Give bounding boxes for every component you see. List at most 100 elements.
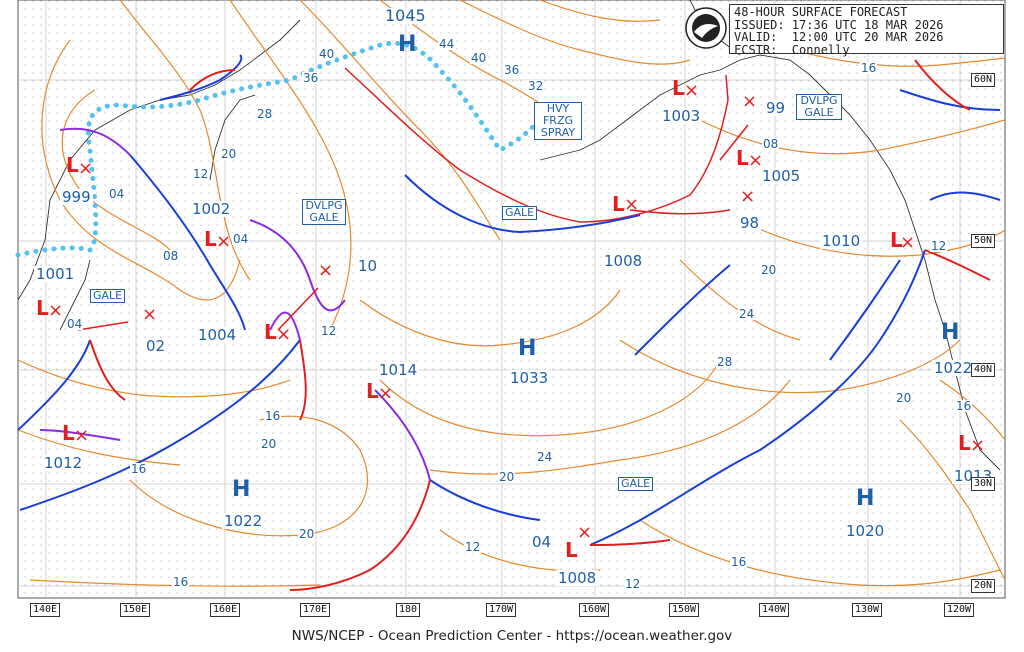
longitude-label: 130W	[852, 603, 883, 617]
longitude-label: 150E	[120, 603, 151, 617]
isobar-label: 40	[470, 51, 488, 65]
ice-accretion	[344, 67, 729, 223]
low-center-marker: L	[890, 228, 903, 252]
isobar-label: 32	[527, 79, 545, 93]
isobar-label: 12	[464, 540, 482, 554]
low-center-marker: L	[204, 227, 217, 251]
forecast-pressure: 98	[738, 214, 762, 232]
latitude-label: 60N	[971, 73, 996, 87]
isobar-label: 12	[192, 167, 210, 181]
longitude-label: 140E	[30, 603, 61, 617]
low-pressure-value: 1008	[602, 252, 645, 270]
isobar-label: 12	[930, 239, 948, 253]
header-forecaster: FCSTR: Connelly	[734, 42, 850, 57]
storm-tracks	[77, 124, 749, 331]
warning-label: GALE	[618, 477, 654, 491]
isobar-label: 24	[738, 307, 756, 321]
low-pressure-value: 1003	[660, 107, 703, 125]
low-pressure-value: 1002	[190, 200, 233, 218]
forecast-pressure: 99	[764, 99, 788, 117]
isobar-label: 04	[108, 187, 126, 201]
low-pressure-value: 1012	[42, 454, 85, 472]
isobar-label: 16	[730, 555, 748, 569]
isobar-label: 20	[895, 391, 913, 405]
isobar-label: 16	[172, 575, 190, 589]
isobar-label: 40	[318, 47, 336, 61]
isobar-label: 36	[503, 63, 521, 77]
low-center-marker: L	[366, 379, 379, 403]
high-center-marker: H	[941, 320, 960, 345]
ice-edge	[15, 40, 543, 258]
forecast-pressure: 04	[530, 533, 554, 551]
isobar-label: 28	[716, 355, 734, 369]
latitude-label: 30N	[971, 477, 996, 491]
low-center-marker: L	[36, 296, 49, 320]
warning-label: DVLPG GALE	[796, 94, 842, 120]
low-pressure-value: 1008	[556, 569, 599, 587]
isobar-label: 28	[256, 107, 274, 121]
high-center-marker: H	[856, 486, 875, 511]
isobar-label: 20	[220, 147, 238, 161]
footer-credit: NWS/NCEP - Ocean Prediction Center - htt…	[0, 624, 1024, 652]
isobar-label: 08	[162, 249, 180, 263]
header-title: 48-HOUR SURFACE FORECAST	[734, 5, 908, 19]
low-center-marker: L	[958, 431, 971, 455]
longitude-label: 160E	[210, 603, 241, 617]
low-pressure-value: 1014	[377, 361, 420, 379]
low-pressure-value: 999	[60, 188, 93, 206]
longitude-label: 120W	[944, 603, 975, 617]
isobar-label: 24	[536, 450, 554, 464]
latitude-label: 40N	[971, 363, 996, 377]
warning-label: HVY FRZG SPRAY	[534, 102, 582, 140]
warm-fronts	[89, 59, 991, 591]
forecast-pressure: 02	[144, 337, 168, 355]
high-pressure-value: 1022	[932, 359, 975, 377]
isobar-label: 20	[260, 437, 278, 451]
graticule	[18, 0, 1005, 598]
latitude-label: 20N	[971, 579, 996, 593]
cold-fronts	[17, 54, 1001, 546]
low-pressure-value: 1005	[760, 167, 803, 185]
longitude-label: 160W	[579, 603, 610, 617]
low-pressure-value: 1010	[820, 232, 863, 250]
isobar-label: 20	[298, 527, 316, 541]
longitude-label: 150W	[669, 603, 700, 617]
occluded-fronts	[39, 127, 431, 481]
high-pressure-value: 1020	[844, 522, 887, 540]
high-pressure-value: 1022	[222, 512, 265, 530]
isobar-label: 20	[498, 470, 516, 484]
longitude-label: 170E	[300, 603, 331, 617]
high-center-marker: H	[398, 32, 417, 57]
high-center-marker: H	[518, 336, 537, 361]
isobar-label: 16	[860, 61, 878, 75]
header-issued: ISSUED: 17:36 UTC 18 MAR 2026	[734, 17, 944, 32]
isobar-label: 12	[624, 577, 642, 591]
latitude-label: 50N	[971, 234, 996, 248]
isobar-label: 44	[438, 37, 456, 51]
warning-label: DVLPG GALE	[302, 199, 346, 225]
low-center-marker: L	[62, 421, 75, 445]
longitude-label: 170W	[486, 603, 517, 617]
isobar-label: 12	[320, 324, 338, 338]
header-valid: VALID: 12:00 UTC 20 MAR 2026	[734, 30, 944, 44]
warning-label: GALE	[502, 206, 538, 220]
low-pressure-value: 1001	[34, 265, 77, 283]
low-center-marker: L	[736, 146, 749, 170]
low-pressure-value: 1004	[196, 326, 239, 344]
isobar-label: 16	[130, 462, 148, 476]
low-center-marker: L	[264, 320, 277, 344]
high-pressure-value: 1045	[383, 6, 428, 25]
low-center-marker: L	[66, 153, 79, 177]
forecast-header: 48-HOUR SURFACE FORECAST ISSUED: 17:36 UT…	[729, 4, 1004, 57]
noaa-logo-icon	[685, 7, 727, 49]
warning-label: GALE	[90, 289, 126, 303]
longitude-label: 180	[396, 603, 421, 617]
high-center-marker: H	[232, 477, 251, 502]
forecast-pressure: 10	[356, 257, 380, 275]
longitude-label: 140W	[759, 603, 790, 617]
isobar-label: 36	[302, 71, 320, 85]
high-pressure-value: 1033	[508, 369, 551, 387]
low-center-marker: L	[672, 76, 685, 100]
low-center-marker: L	[612, 192, 625, 216]
